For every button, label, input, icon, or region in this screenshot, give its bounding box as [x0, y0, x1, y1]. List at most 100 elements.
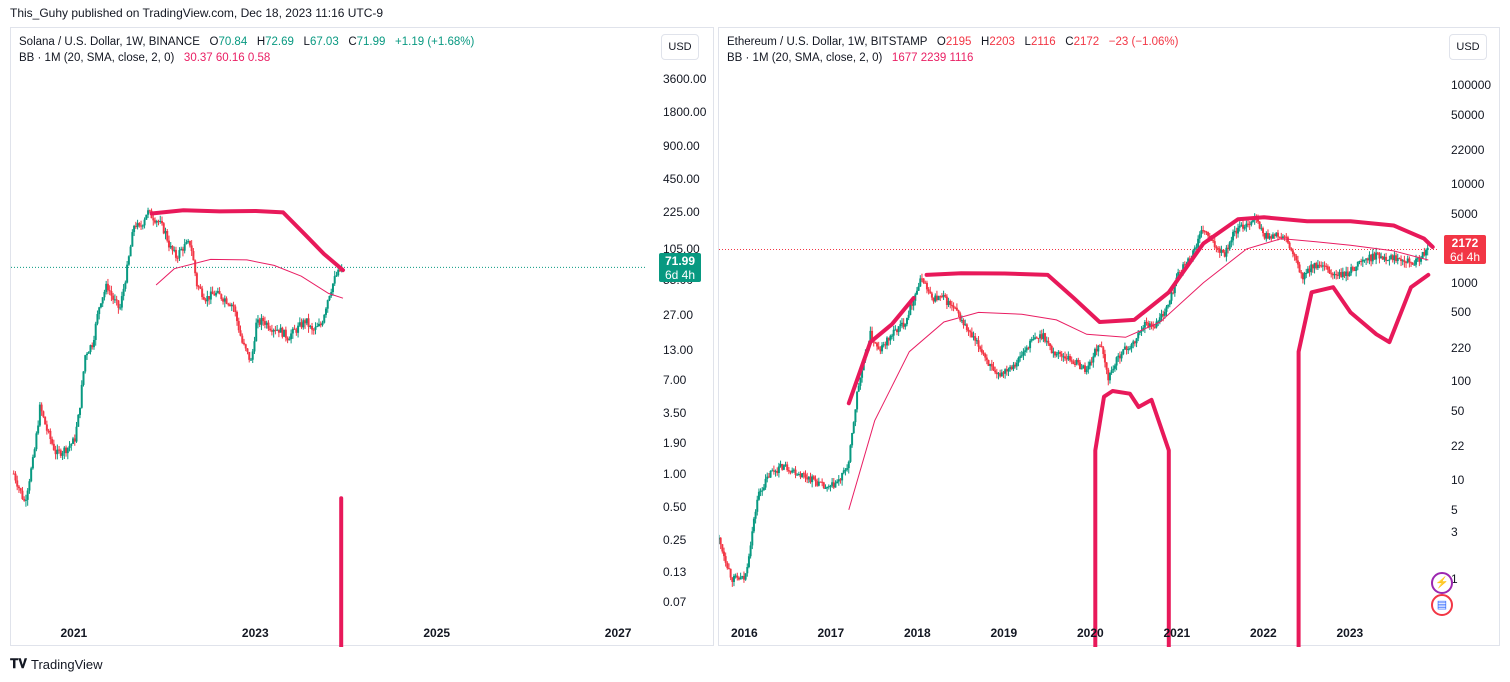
candle-body: [874, 342, 877, 344]
open-value: 70.84: [218, 36, 248, 48]
candle-body: [338, 269, 341, 272]
candle-body: [45, 424, 48, 431]
candle-body: [87, 352, 90, 354]
candle-body: [1273, 234, 1276, 237]
candle-body: [832, 482, 835, 488]
candle-body: [180, 248, 183, 251]
candle-body: [1276, 232, 1279, 237]
lightning-icon[interactable]: ⚡: [1431, 572, 1453, 594]
candle-body: [1380, 256, 1383, 259]
solana-chart-canvas[interactable]: [11, 28, 715, 647]
candle-body: [814, 479, 817, 482]
candle-body: [1047, 340, 1050, 344]
candle-body: [962, 320, 965, 326]
low-value: 67.03: [309, 36, 339, 48]
candle-body: [1025, 347, 1028, 351]
candle-body: [1296, 260, 1299, 265]
candle-body: [1383, 256, 1386, 260]
candle-body: [1281, 236, 1284, 238]
candle-body: [922, 278, 925, 283]
candle-body: [1057, 352, 1060, 354]
candle-body: [1411, 262, 1414, 265]
candle-body: [1187, 258, 1190, 264]
candle-body: [47, 430, 50, 432]
x-tick-label: 2017: [817, 626, 845, 640]
candle-body: [133, 225, 136, 233]
solana-chart-panel[interactable]: Solana / U.S. Dollar, 1W, BINANCE O70.84…: [10, 27, 715, 647]
candle-body: [143, 219, 146, 226]
candle-body: [209, 291, 212, 300]
y-tick-label: 100: [1451, 374, 1472, 389]
candle-body: [1054, 351, 1057, 356]
candle-body: [1000, 372, 1003, 377]
candle-body: [1078, 362, 1081, 370]
y-tick-label: 220: [1451, 340, 1472, 355]
candle-body: [270, 330, 273, 332]
candle-body: [79, 407, 82, 415]
tradingview-logo-icon[interactable]: 𝐓𝐕: [10, 656, 27, 671]
candle-body: [272, 329, 275, 332]
candle-body: [1330, 273, 1333, 275]
candle-body: [227, 303, 230, 305]
candle-body: [1401, 260, 1404, 262]
bb-indicator-label[interactable]: BB · 1M (20, SMA, close, 2, 0): [727, 52, 883, 64]
candle-body: [106, 283, 109, 291]
candle-body: [871, 330, 874, 340]
candle-body: [1072, 361, 1075, 364]
candle-body: [771, 470, 774, 472]
candle-body: [1305, 273, 1308, 275]
candle-body: [194, 260, 197, 274]
candle-body: [869, 330, 872, 345]
candle-body: [861, 370, 864, 378]
candle-body: [234, 306, 237, 312]
ethereum-chart-canvas[interactable]: [719, 28, 1501, 647]
candle-body: [66, 447, 69, 454]
candle-body: [942, 295, 945, 297]
candle-body: [1112, 368, 1115, 371]
candle-body: [1227, 247, 1230, 249]
brand-name[interactable]: TradingView: [31, 656, 103, 672]
currency-button[interactable]: USD: [1449, 34, 1487, 60]
candle-body: [290, 333, 293, 340]
currency-button[interactable]: USD: [661, 34, 699, 60]
flag-icon[interactable]: ▤: [1431, 594, 1453, 616]
candle-body: [110, 291, 113, 296]
candle-body: [1256, 218, 1259, 222]
candle-body: [154, 220, 157, 223]
candle-body: [1217, 248, 1220, 250]
candle-body: [997, 373, 1000, 375]
candle-body: [836, 481, 839, 484]
candle-body: [312, 329, 315, 331]
candle-body: [897, 326, 900, 333]
candle-body: [16, 480, 19, 487]
candle-body: [51, 439, 54, 444]
candle-body: [905, 317, 908, 325]
candle-body: [269, 328, 272, 331]
candle-body: [797, 473, 800, 475]
candle-body: [747, 556, 750, 568]
candle-body: [819, 481, 822, 483]
candle-body: [281, 327, 284, 337]
candle-body: [323, 314, 326, 323]
bb-indicator-label[interactable]: BB · 1M (20, SMA, close, 2, 0): [19, 52, 175, 64]
candle-body: [842, 470, 845, 473]
candle-body: [791, 470, 794, 473]
candle-body: [777, 466, 780, 473]
candle-body: [14, 473, 17, 481]
candle-body: [896, 329, 899, 333]
ethereum-chart-panel[interactable]: Ethereum / U.S. Dollar, 1W, BITSTAMP O21…: [718, 27, 1501, 647]
candle-body: [181, 248, 184, 251]
candle-body: [138, 223, 141, 226]
candle-body: [1092, 356, 1095, 363]
candle-body: [1157, 321, 1160, 323]
candle-body: [1252, 220, 1255, 222]
low-label: L: [1024, 36, 1031, 48]
candle-body: [1278, 236, 1281, 238]
candle-body: [1178, 272, 1181, 274]
candle-body: [969, 331, 972, 333]
candle-body: [1406, 258, 1409, 263]
candle-body: [1286, 237, 1289, 243]
solana-legend-bb: BB · 1M (20, SMA, close, 2, 0) 30.37 60.…: [19, 52, 270, 64]
candle-body: [900, 322, 903, 325]
candle-body: [739, 577, 742, 580]
